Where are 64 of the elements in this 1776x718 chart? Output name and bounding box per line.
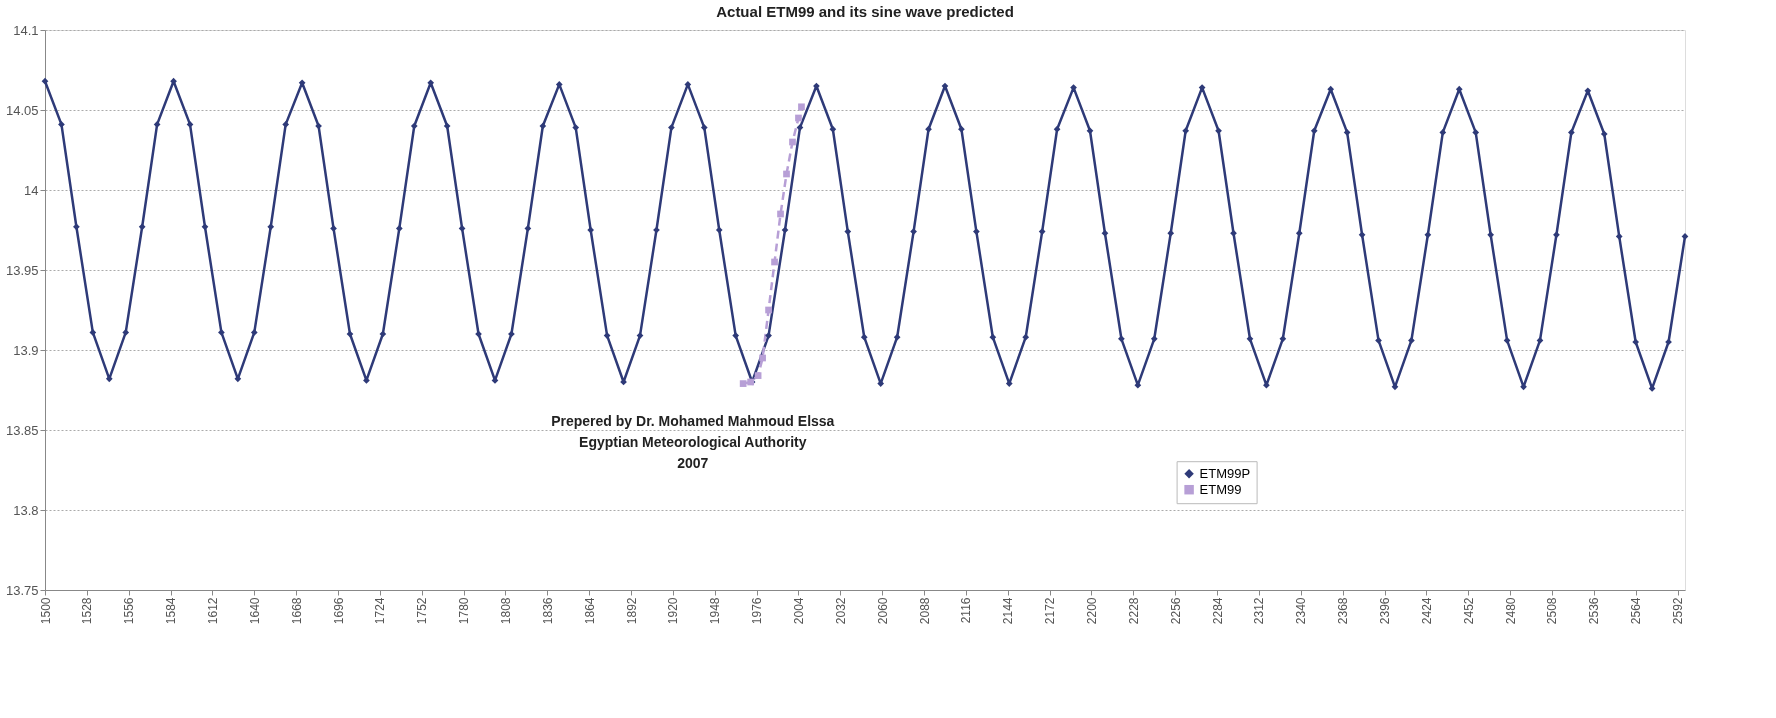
y-tick-label: 13.75 <box>5 582 39 598</box>
point <box>789 138 796 146</box>
x-tick-label: 2396 <box>1378 597 1393 625</box>
x-tick-label: 2060 <box>875 597 890 625</box>
x-tick-label: 2256 <box>1168 597 1183 625</box>
x-tick-label: 2452 <box>1461 597 1476 625</box>
x-tick-label: 2564 <box>1629 597 1644 625</box>
x-tick-label: 2480 <box>1503 597 1518 625</box>
x-tick-label: 1668 <box>289 597 304 625</box>
annotation: Egyptian Meteorological Authority <box>579 434 807 450</box>
point <box>798 103 805 111</box>
x-tick-label: 2032 <box>833 597 848 625</box>
point <box>759 354 766 362</box>
x-tick-label: 1584 <box>164 597 179 625</box>
x-tick-label: 2508 <box>1545 597 1560 625</box>
chart-title: Actual ETM99 and its sine wave predicted <box>716 3 1014 20</box>
x-tick-label: 1808 <box>498 597 513 625</box>
x-tick-label: 2312 <box>1252 597 1267 625</box>
x-tick-label: 1500 <box>38 597 53 625</box>
x-tick-label: 2284 <box>1210 597 1225 625</box>
x-tick-label: 1920 <box>666 597 681 625</box>
point <box>783 170 790 178</box>
x-tick-label: 2144 <box>1001 597 1016 625</box>
x-tick-label: 2368 <box>1336 597 1351 625</box>
x-tick-label: 1948 <box>708 597 723 625</box>
x-tick-label: 1892 <box>624 597 639 625</box>
y-tick-label: 14.05 <box>5 102 39 118</box>
x-tick-label: 1976 <box>750 597 765 625</box>
annotation: Prepered by Dr. Mohamed Mahmoud Elssa <box>551 413 835 429</box>
x-tick-label: 2592 <box>1671 597 1686 625</box>
point <box>739 380 747 387</box>
y-tick-label: 13.95 <box>5 262 39 278</box>
point <box>765 306 772 314</box>
x-tick-label: 2172 <box>1043 597 1058 625</box>
x-tick-label: 1556 <box>122 597 137 625</box>
y-tick-label: 14.1 <box>13 22 39 38</box>
x-tick-label: 1864 <box>582 597 597 625</box>
x-tick-label: 1724 <box>373 597 388 625</box>
x-tick-label: 2536 <box>1587 597 1602 625</box>
x-tick-label: 2424 <box>1419 597 1434 625</box>
y-tick-label: 13.8 <box>13 502 39 518</box>
legend-label: ETM99 <box>1199 481 1242 497</box>
x-tick-label: 1696 <box>331 597 346 625</box>
y-tick-label: 13.9 <box>13 342 39 358</box>
point <box>771 258 778 266</box>
point <box>754 372 762 379</box>
x-tick-label: 2116 <box>959 597 974 624</box>
annotation: 2007 <box>677 455 709 471</box>
x-tick-label: 2340 <box>1294 597 1309 625</box>
x-tick-label: 2004 <box>791 597 806 625</box>
x-tick-label: 1640 <box>247 597 262 625</box>
point <box>795 114 802 122</box>
x-tick-label: 2200 <box>1084 597 1099 625</box>
y-tick-label: 13.85 <box>5 422 39 438</box>
x-tick-label: 2088 <box>917 597 932 625</box>
y-tick-label: 14 <box>24 182 39 198</box>
x-tick-label: 1836 <box>540 597 555 625</box>
legend-label: ETM99P <box>1199 465 1251 481</box>
x-tick-label: 1780 <box>457 597 472 625</box>
point <box>777 210 784 218</box>
x-tick-label: 1528 <box>80 597 95 625</box>
x-tick-label: 1612 <box>205 597 220 625</box>
x-tick-label: 2228 <box>1126 597 1141 625</box>
x-tick-label: 1752 <box>415 597 430 625</box>
